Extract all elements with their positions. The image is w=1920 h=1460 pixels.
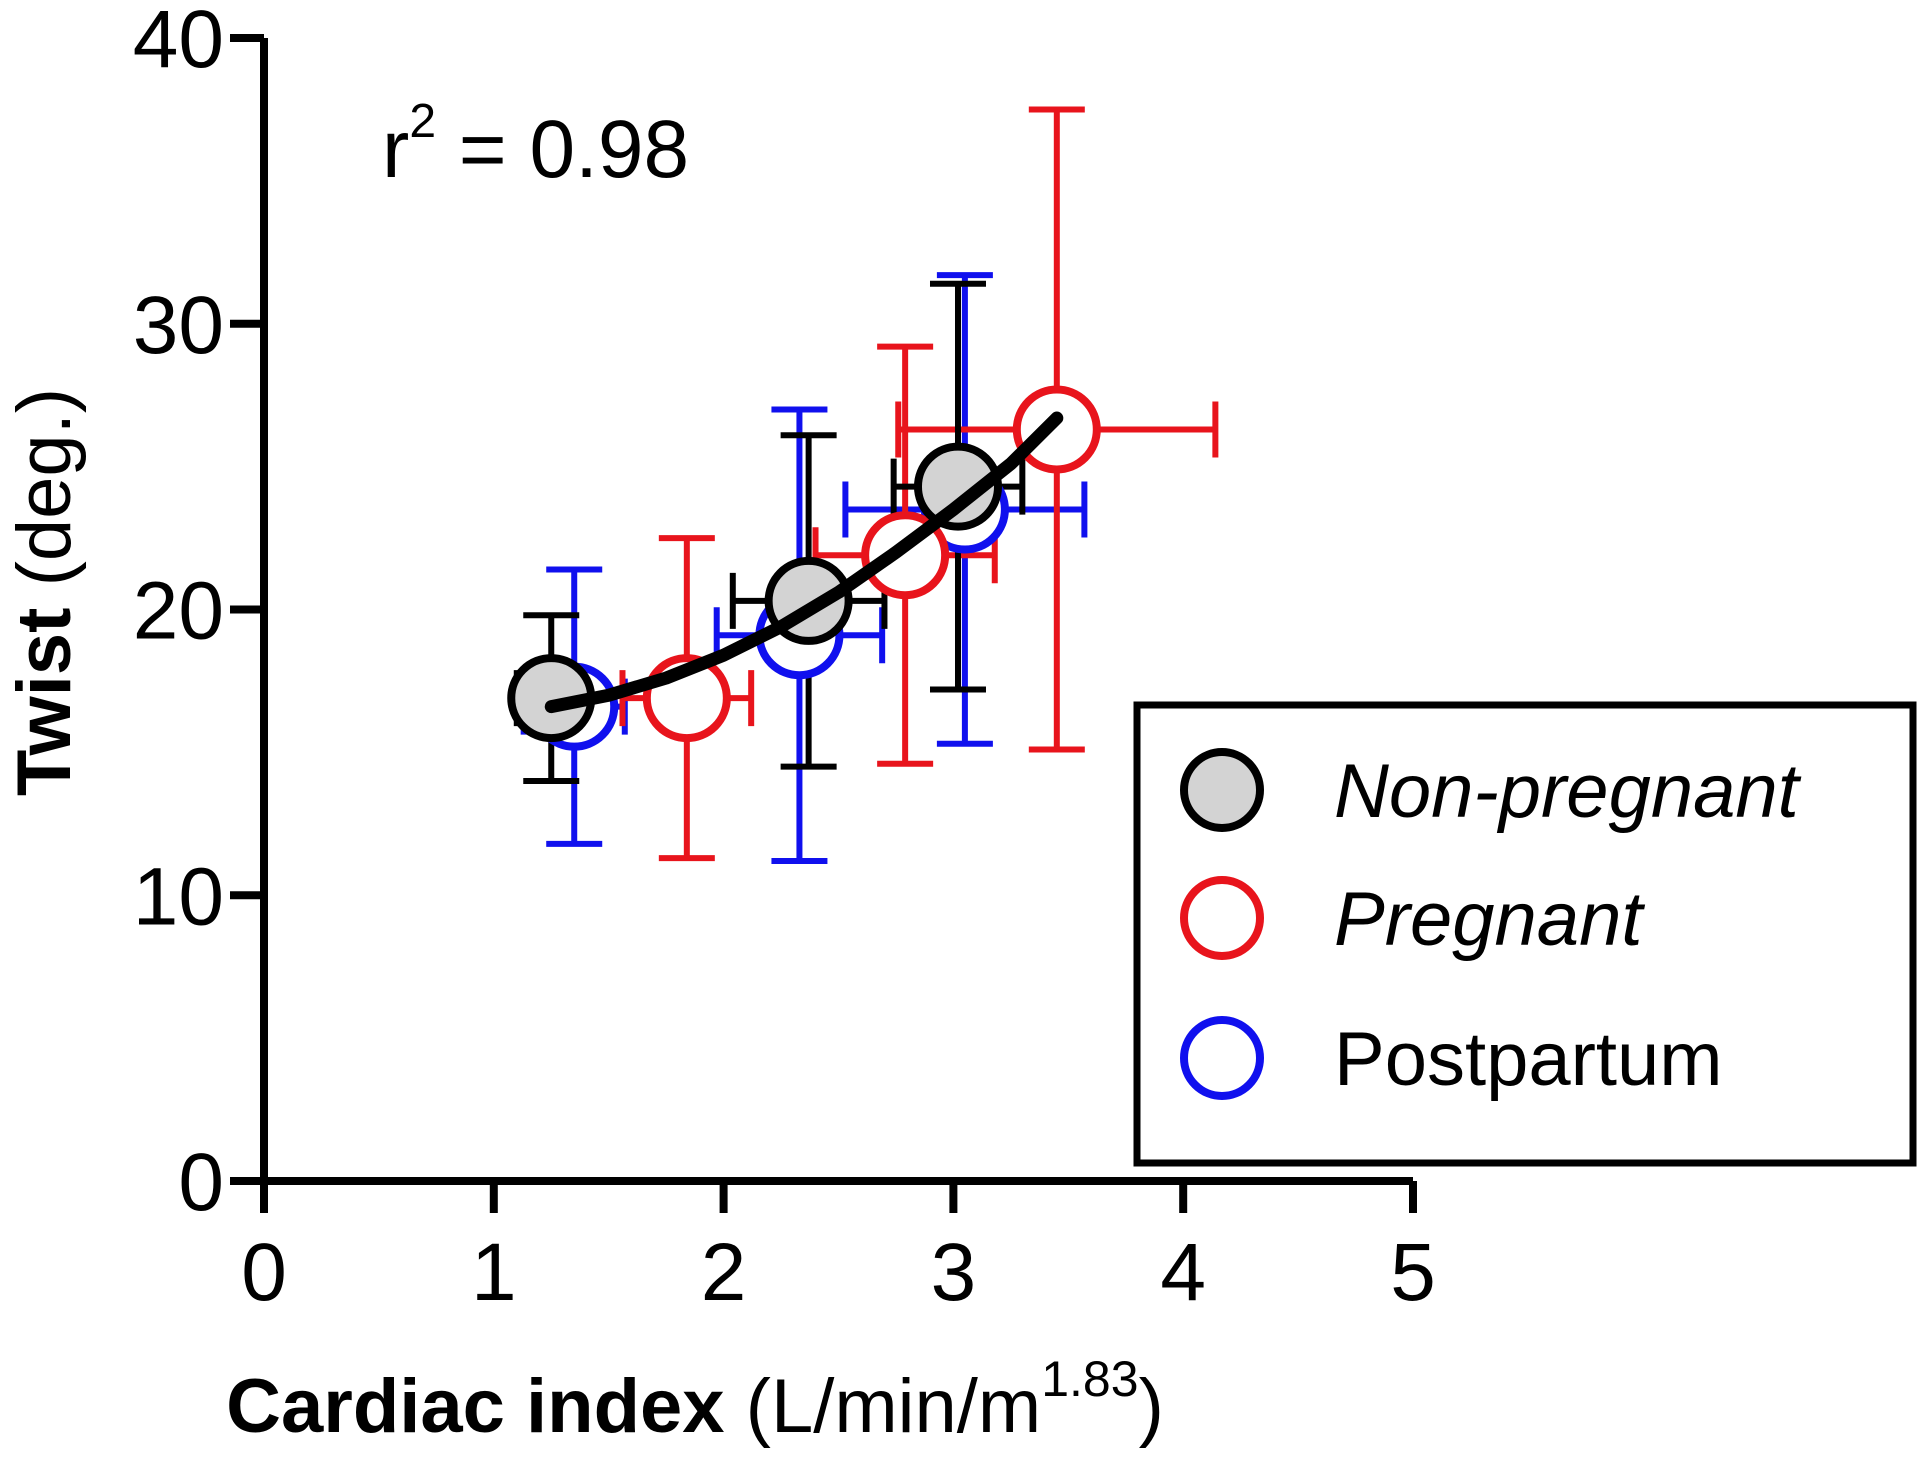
x-axis-label-close: ) — [1139, 1364, 1164, 1449]
r-value: = 0.98 — [436, 104, 689, 195]
legend: Non-pregnant Pregnant Postpartum — [1133, 701, 1917, 1167]
plot-area — [507, 106, 1219, 864]
y-axis-label-units: (deg.) — [2, 388, 87, 608]
legend-entry: Postpartum — [1180, 1016, 1723, 1102]
legend-items: Non-pregnant Pregnant Postpartum — [1180, 748, 1802, 1102]
r-squared-annotation: r2 = 0.98 — [382, 95, 689, 195]
x-axis-label-exponent: 1.83 — [1041, 1351, 1138, 1407]
legend-marker — [1180, 748, 1264, 832]
legend-label: Postpartum — [1334, 1017, 1723, 1102]
x-axis-ticks: 0 1 2 3 4 5 — [241, 1181, 1436, 1318]
legend-entry: Non-pregnant — [1180, 748, 1802, 834]
y-tick-label: 30 — [133, 280, 224, 371]
y-tick-label: 40 — [133, 0, 224, 85]
y-tick-label: 0 — [178, 1137, 224, 1228]
legend-label: Non-pregnant — [1334, 749, 1802, 834]
x-tick-label: 2 — [701, 1227, 747, 1318]
y-tick-label: 20 — [133, 566, 224, 657]
x-tick-label: 5 — [1390, 1227, 1436, 1318]
x-axis-label-bold: Cardiac index — [226, 1364, 724, 1449]
legend-marker — [1180, 876, 1264, 960]
data-point — [913, 442, 1002, 531]
x-tick-label: 1 — [471, 1227, 517, 1318]
y-axis-ticks: 0 10 20 30 40 — [133, 0, 264, 1228]
legend-marker — [1180, 1016, 1264, 1100]
fit-curve — [544, 411, 1064, 714]
y-axis-label-bold: Twist — [2, 608, 87, 797]
x-axis-label-units: (L/min/m — [725, 1364, 1042, 1449]
legend-entry: Pregnant — [1180, 876, 1645, 962]
legend-box — [1133, 701, 1917, 1167]
data-point — [1012, 385, 1101, 474]
y-tick-label: 10 — [133, 851, 224, 942]
x-tick-label: 0 — [241, 1227, 287, 1318]
y-axis-label: Twist (deg.) — [2, 388, 87, 796]
x-axis-label: Cardiac index (L/min/m1.83) — [226, 1351, 1164, 1449]
legend-label: Pregnant — [1334, 877, 1645, 962]
r-symbol: r — [382, 104, 409, 195]
r-superscript: 2 — [409, 95, 436, 148]
x-tick-label: 4 — [1160, 1227, 1206, 1318]
x-tick-label: 3 — [931, 1227, 977, 1318]
